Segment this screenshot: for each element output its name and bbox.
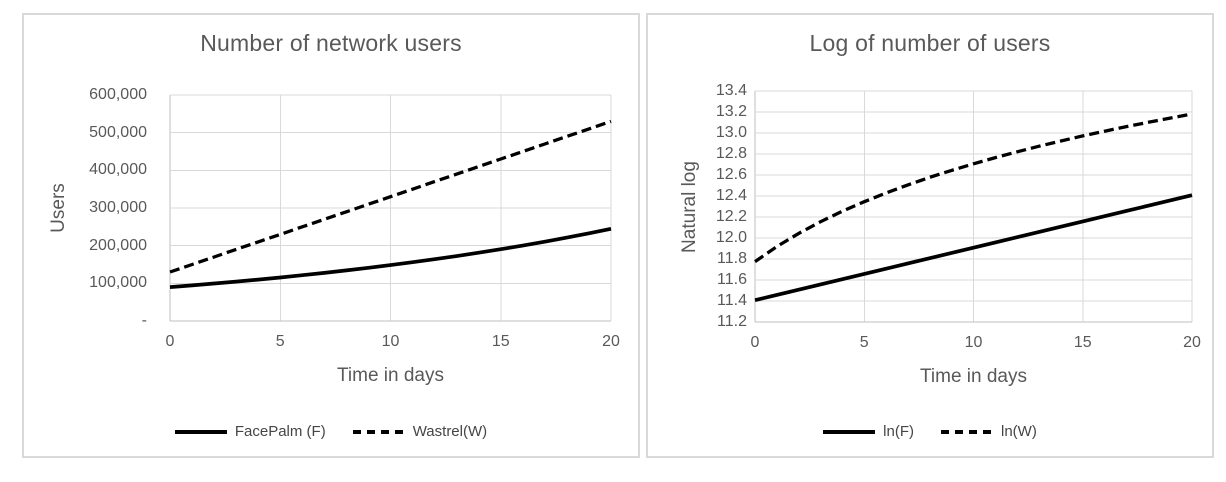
y-tick-label: 200,000 xyxy=(89,236,147,254)
x-axis-title: Time in days xyxy=(920,366,1027,387)
y-tick-label: 12.6 xyxy=(715,166,747,183)
y-tick-label: 600,000 xyxy=(89,86,147,103)
legend-item: Wastrel(W) xyxy=(352,422,488,442)
y-tick-label: 12.2 xyxy=(715,208,747,225)
log-users-chart-card[interactable]: Log of number of users Natural log Time … xyxy=(646,13,1214,458)
y-tick-label: 500,000 xyxy=(89,123,147,141)
legend-label: ln(F) xyxy=(883,423,914,440)
legend-label: ln(W) xyxy=(1001,423,1037,440)
y-tick-label: 100,000 xyxy=(89,274,147,292)
legend: FacePalm (F) Wastrel(W) xyxy=(24,422,638,442)
log-plot-area xyxy=(754,90,1193,323)
y-tick-label: 13.2 xyxy=(715,103,747,120)
x-axis-title: Time in days xyxy=(337,365,444,386)
legend-label: FacePalm (F) xyxy=(234,423,326,440)
y-tick-label: 400,000 xyxy=(89,161,147,179)
legend-item: ln(W) xyxy=(941,422,1037,442)
chart-title: Number of network users xyxy=(200,30,462,56)
x-tick-label: 10 xyxy=(964,334,983,351)
x-tick-label: 10 xyxy=(381,333,400,350)
x-tick-label: 0 xyxy=(750,334,760,351)
x-tick-label: 15 xyxy=(491,333,510,350)
dashed-line-swatch-icon xyxy=(352,430,405,434)
series-line-ln-f- xyxy=(754,193,1193,302)
series-line-facepalm-f- xyxy=(169,226,612,289)
legend-item: ln(F) xyxy=(823,422,914,442)
y-tick-label: 300,000 xyxy=(89,199,147,216)
series-line-wastrel-w- xyxy=(169,119,612,274)
y-tick-label: 11.6 xyxy=(717,271,747,288)
users-chart-card[interactable]: Number of network users Users Time in da… xyxy=(22,13,640,458)
y-tick-label: 11.4 xyxy=(717,292,747,309)
x-tick-label: 0 xyxy=(165,333,175,350)
legend-item: FacePalm (F) xyxy=(174,422,326,442)
legend-label: Wastrel(W) xyxy=(412,423,488,440)
y-tick-label: - xyxy=(141,312,147,329)
x-tick-label: 5 xyxy=(275,333,285,350)
x-tick-label: 20 xyxy=(602,333,620,350)
x-tick-label: 5 xyxy=(859,334,869,351)
users-plot-area xyxy=(169,94,612,322)
x-tick-label: 20 xyxy=(1183,334,1201,351)
y-tick-label: 11.8 xyxy=(717,250,747,267)
legend: ln(F) ln(W) xyxy=(648,422,1212,442)
solid-line-swatch-icon xyxy=(174,430,227,434)
y-tick-label: 12.8 xyxy=(715,145,747,162)
y-tick-label: 12.0 xyxy=(715,229,747,246)
y-tick-label: 13.0 xyxy=(715,124,747,141)
x-tick-label: 15 xyxy=(1073,334,1092,351)
y-tick-label: 12.4 xyxy=(715,187,747,204)
y-tick-label: 11.2 xyxy=(717,313,747,330)
chart-title: Log of number of users xyxy=(809,30,1051,56)
solid-line-swatch-icon xyxy=(823,430,876,434)
dashed-line-swatch-icon xyxy=(941,430,993,434)
y-tick-label: 13.4 xyxy=(715,82,747,99)
series-line-ln-w- xyxy=(754,112,1193,263)
